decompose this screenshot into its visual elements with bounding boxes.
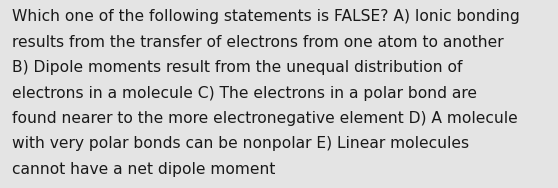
Text: with very polar bonds can be nonpolar E) Linear molecules: with very polar bonds can be nonpolar E)…	[12, 136, 469, 151]
Text: Which one of the following statements is FALSE? A) Ionic bonding: Which one of the following statements is…	[12, 9, 520, 24]
Text: found nearer to the more electronegative element D) A molecule: found nearer to the more electronegative…	[12, 111, 518, 126]
Text: electrons in a molecule C) The electrons in a polar bond are: electrons in a molecule C) The electrons…	[12, 86, 477, 101]
Text: cannot have a net dipole moment: cannot have a net dipole moment	[12, 162, 276, 177]
Text: results from the transfer of electrons from one atom to another: results from the transfer of electrons f…	[12, 35, 504, 50]
Text: B) Dipole moments result from the unequal distribution of: B) Dipole moments result from the unequa…	[12, 60, 463, 75]
